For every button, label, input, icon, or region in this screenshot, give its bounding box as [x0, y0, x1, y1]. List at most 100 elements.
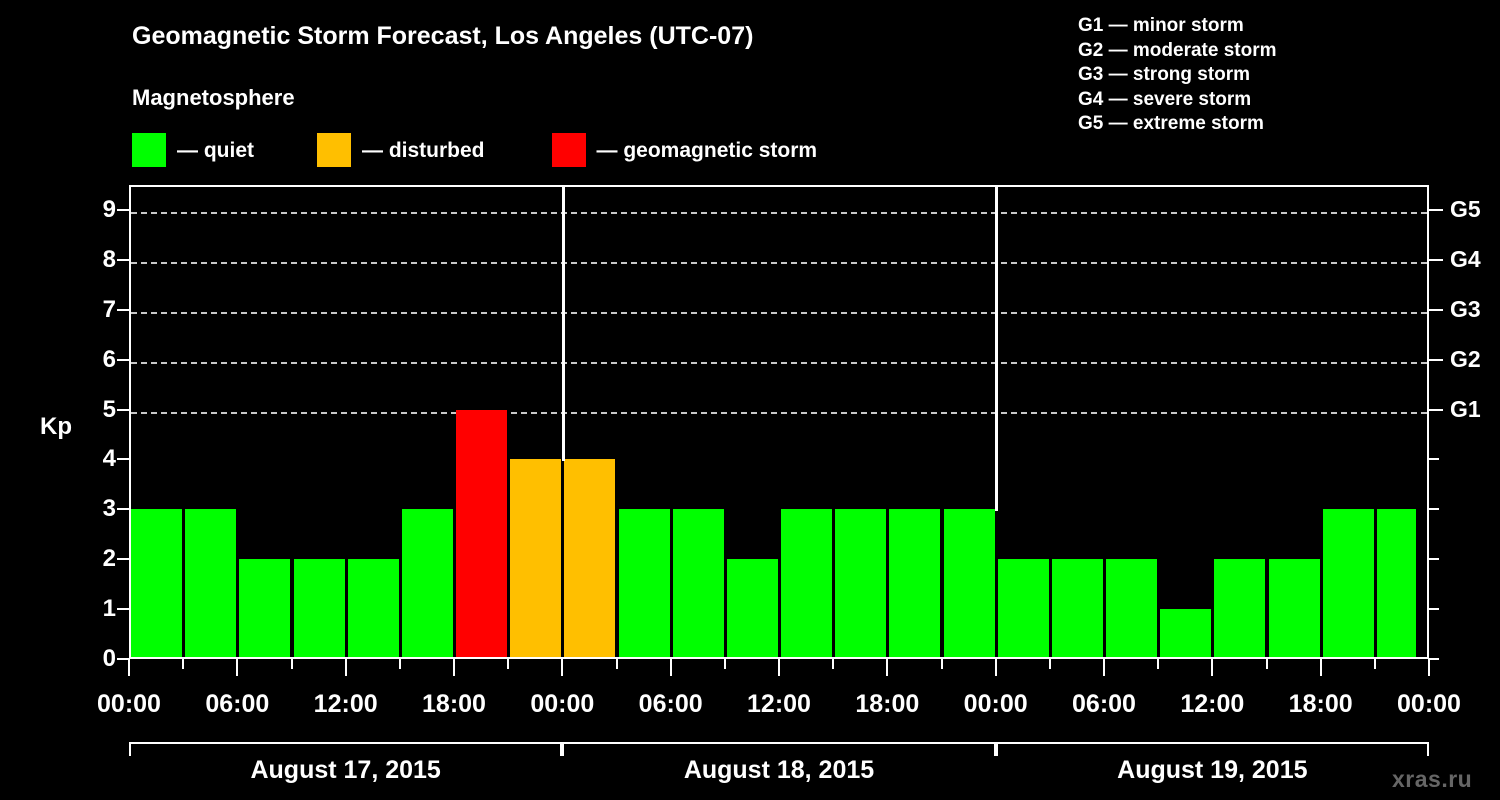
bar	[1160, 609, 1212, 659]
x-tick-2	[236, 659, 239, 676]
date-bracket-1	[129, 742, 563, 756]
magnetosphere-label: Magnetosphere	[132, 85, 295, 110]
bar	[401, 509, 453, 659]
legend-label-disturbed: — disturbed	[362, 138, 485, 162]
g-tick-minor-3	[1429, 508, 1439, 511]
g-scale-legend: G1 — minor storm G2 — moderate storm G3 — …	[1078, 14, 1378, 137]
x-tick-label-1: 06:00	[205, 690, 270, 718]
g-scale-line-3: G3 — strong storm	[1078, 64, 1251, 85]
x-tick-label-3: 18:00	[422, 690, 486, 718]
day-divider-2	[995, 187, 999, 512]
date-label-2: August 18, 2015	[683, 756, 875, 784]
g-scale-line-4: G4 — severe storm	[1078, 88, 1252, 110]
bar	[1322, 509, 1374, 659]
x-tick-16	[994, 659, 997, 676]
legend-swatch-quiet	[132, 133, 166, 167]
x-tick-9	[615, 659, 618, 669]
y-tick-label-9: 9	[102, 195, 116, 223]
date-label-3: August 19, 2015	[1117, 756, 1308, 784]
plot-area	[129, 185, 1429, 659]
x-tick-label-10: 12:00	[1180, 690, 1245, 718]
y-tick-label-1: 1	[102, 595, 116, 623]
g-tick-minor-2	[1429, 558, 1439, 561]
legend-item-storm: — geomagnetic storm	[551, 133, 817, 167]
bar	[943, 509, 995, 659]
x-tick-label-12: 00:00	[1397, 690, 1461, 718]
gridline-kp-6	[131, 361, 1427, 364]
x-tick-label-6: 12:00	[747, 690, 811, 718]
g-tick-label-G1: G1	[1450, 395, 1481, 422]
date-bracket-2	[562, 742, 996, 756]
bar	[672, 509, 724, 659]
bar	[1106, 559, 1158, 659]
x-tick-label-0: 00:00	[97, 690, 161, 718]
bar	[997, 559, 1049, 659]
x-tick-5	[398, 659, 401, 669]
x-tick-19	[1157, 659, 1160, 669]
legend-item-disturbed: — disturbed	[317, 133, 485, 167]
y-tick-label-3: 3	[102, 495, 116, 523]
x-tick-label-7: 18:00	[855, 690, 920, 718]
bar	[456, 409, 508, 659]
bar	[835, 509, 887, 659]
x-tick-13	[832, 659, 835, 669]
watermark: xras.ru	[1392, 766, 1473, 792]
plot-inner	[131, 187, 1427, 659]
y-tick-mark-0	[117, 658, 129, 660]
y-tick-mark-5	[117, 408, 129, 411]
y-tick-mark-4	[117, 458, 129, 461]
legend-label-quiet: — quiet	[177, 138, 254, 162]
gridline-kp-9	[131, 211, 1427, 214]
gridline-kp-5	[131, 411, 1427, 414]
x-tick-24	[1428, 659, 1430, 676]
x-tick-10	[669, 659, 672, 676]
x-tick-6	[453, 659, 455, 676]
x-tick-7	[507, 659, 510, 669]
g-tick-mark-G4	[1429, 258, 1443, 261]
y-tick-label-7: 7	[102, 295, 116, 323]
y-tick-label-2: 2	[102, 545, 116, 573]
bar	[293, 559, 345, 659]
bar	[239, 559, 291, 659]
bar	[347, 559, 399, 659]
y-tick-label-6: 6	[102, 345, 116, 373]
x-tick-label-5: 06:00	[638, 690, 703, 718]
g-tick-label-G2: G2	[1450, 345, 1481, 372]
bar	[1214, 559, 1266, 659]
day-divider-1	[561, 187, 565, 462]
y-tick-label-5: 5	[102, 395, 116, 423]
bar	[726, 559, 778, 659]
x-tick-label-2: 12:00	[313, 690, 378, 718]
bar	[889, 509, 941, 659]
y-tick-mark-7	[117, 308, 129, 311]
legend-swatch-disturbed	[317, 133, 351, 167]
y-tick-mark-8	[117, 258, 129, 261]
y-tick-label-8: 8	[102, 245, 116, 273]
x-tick-1	[182, 659, 185, 669]
x-tick-label-4: 00:00	[530, 690, 595, 718]
x-tick-12	[778, 659, 780, 676]
x-tick-8	[561, 659, 564, 676]
g-tick-minor-1	[1429, 608, 1439, 611]
y-tick-label-4: 4	[102, 445, 116, 473]
x-tick-label-11: 18:00	[1288, 690, 1353, 718]
bar	[1376, 509, 1416, 659]
x-tick-23	[1373, 659, 1376, 669]
bar	[618, 509, 670, 659]
bar	[1268, 559, 1320, 659]
magnetosphere-legend: — quiet — disturbed — geomagnetic storm	[132, 133, 817, 167]
x-tick-label-9: 06:00	[1072, 690, 1136, 718]
x-tick-22	[1319, 659, 1322, 676]
x-tick-4	[344, 659, 347, 676]
g-tick-label-G5: G5	[1450, 195, 1481, 222]
bar	[564, 459, 616, 659]
bar	[1051, 559, 1103, 659]
x-axis-line	[129, 657, 1429, 659]
g-scale-line-1: G1 — minor storm	[1078, 15, 1244, 36]
y-tick-mark-6	[117, 358, 129, 361]
g-tick-mark-G2	[1429, 358, 1443, 361]
g-tick-label-G4: G4	[1450, 245, 1481, 272]
bar	[131, 509, 183, 659]
x-tick-label-8: 00:00	[963, 690, 1028, 718]
g-scale-line-5: G5 — extreme storm	[1078, 113, 1264, 134]
